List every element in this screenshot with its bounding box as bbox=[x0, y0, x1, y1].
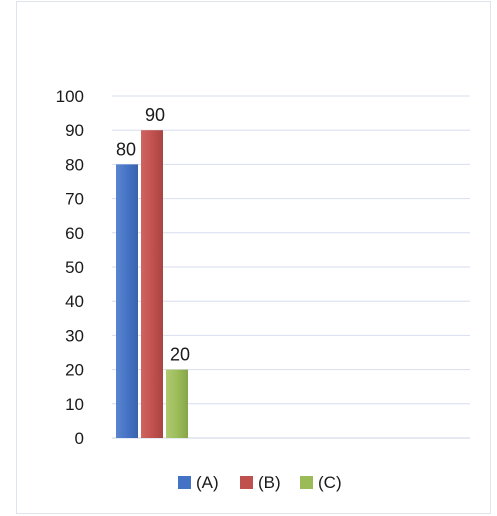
y-tick-label: 70 bbox=[65, 190, 84, 209]
legend-label-series-1: (A) bbox=[196, 473, 219, 492]
legend-swatch-series-1 bbox=[178, 476, 191, 489]
bars bbox=[116, 130, 188, 438]
legend-swatch-series-2 bbox=[240, 476, 253, 489]
y-tick-label: 90 bbox=[65, 121, 84, 140]
bar-series-1 bbox=[116, 164, 138, 438]
y-tick-label: 80 bbox=[65, 155, 84, 174]
legend-label-series-3: (C) bbox=[318, 473, 342, 492]
data-label-series-2: 90 bbox=[145, 105, 165, 125]
data-label-series-3: 20 bbox=[170, 345, 190, 365]
chart-border bbox=[16, 1, 491, 514]
legend-label-series-2: (B) bbox=[258, 473, 281, 492]
y-axis-ticks: 0 10 20 30 40 50 60 70 80 90 100 bbox=[56, 87, 84, 448]
legend-swatch-series-3 bbox=[300, 476, 313, 489]
y-tick-label: 10 bbox=[65, 395, 84, 414]
y-tick-label: 30 bbox=[65, 326, 84, 345]
y-tick-label: 20 bbox=[65, 361, 84, 380]
bar-series-3 bbox=[166, 369, 188, 438]
y-tick-label: 40 bbox=[65, 292, 84, 311]
data-label-series-1: 80 bbox=[116, 139, 136, 159]
y-tick-label: 60 bbox=[65, 224, 84, 243]
y-tick-label: 0 bbox=[75, 429, 84, 448]
y-tick-label: 100 bbox=[56, 87, 84, 106]
bar-series-2 bbox=[141, 130, 163, 438]
y-tick-label: 50 bbox=[65, 258, 84, 277]
legend: (A) (B) (C) bbox=[178, 473, 342, 492]
data-labels: 80 90 20 bbox=[116, 105, 190, 364]
